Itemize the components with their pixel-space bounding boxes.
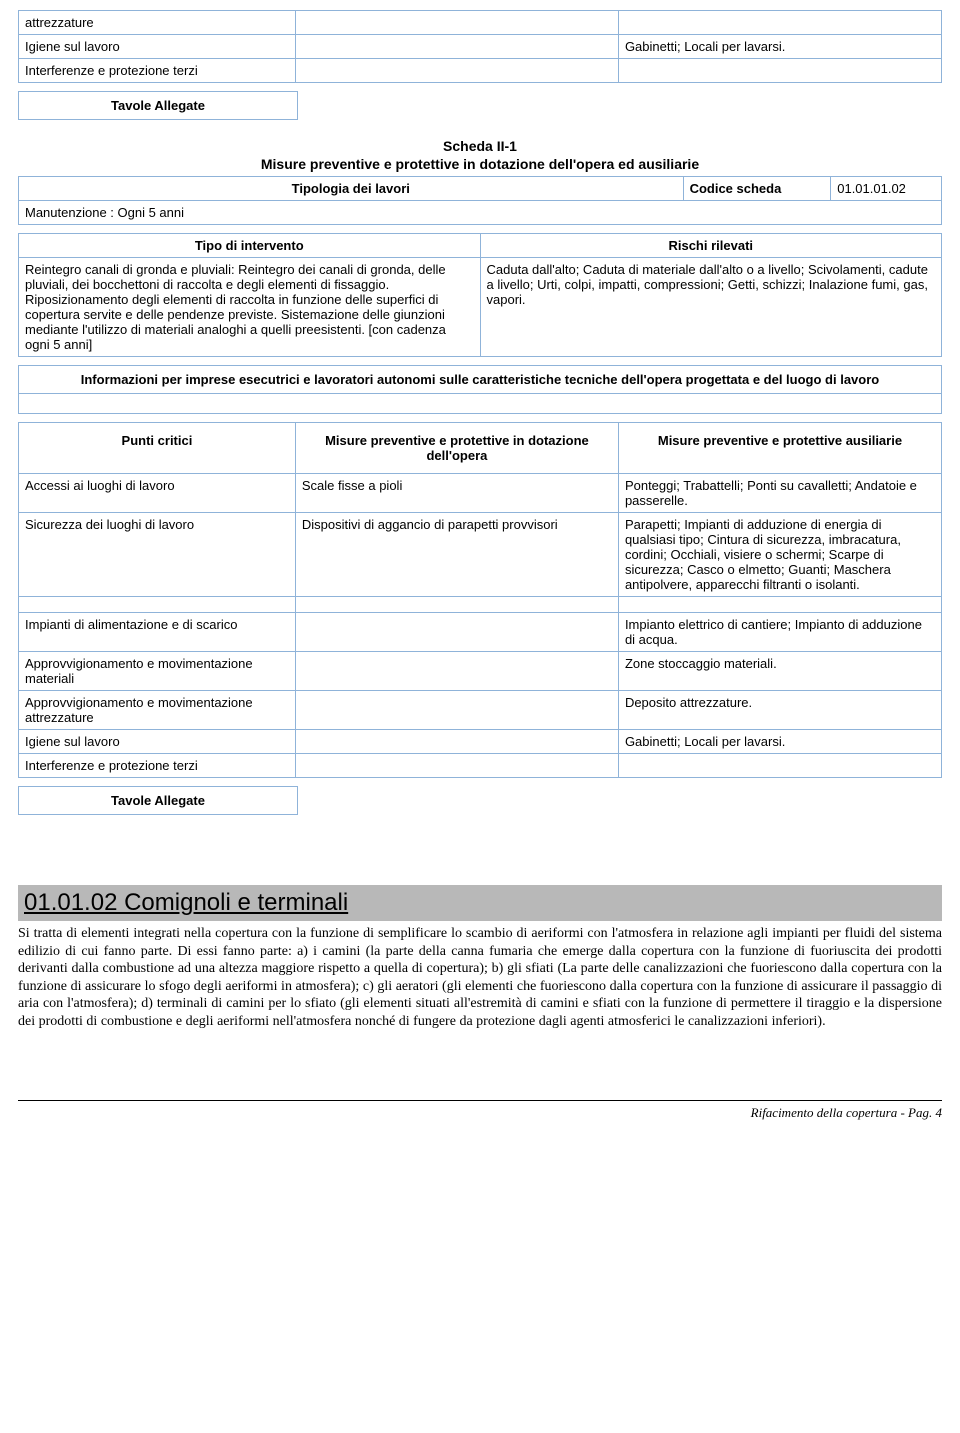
intervento-c1: Reintegro canali di gronda e pluviali: R…: [19, 258, 481, 357]
cell: Approvvigionamento e movimentazione mate…: [19, 652, 296, 691]
tavole-allegate-box-2: Tavole Allegate: [18, 786, 298, 815]
cell: [295, 652, 618, 691]
page-footer: Rifacimento della copertura - Pag. 4: [18, 1100, 942, 1121]
tipologia-header: Tipologia dei lavori: [19, 177, 684, 201]
cell: Dispositivi di aggancio di parapetti pro…: [295, 513, 618, 597]
cell: Impianti di alimentazione e di scarico: [19, 613, 296, 652]
spacer-row: [19, 597, 942, 613]
cell: Gabinetti; Locali per lavarsi.: [618, 35, 941, 59]
tavole-allegate-box: Tavole Allegate: [18, 91, 298, 120]
table-row: Interferenze e protezione terzi: [19, 754, 942, 778]
cell: Sicurezza dei luoghi di lavoro: [19, 513, 296, 597]
codice-value: 01.01.01.02: [831, 177, 942, 201]
tavole-label: Tavole Allegate: [19, 787, 298, 815]
table-row: Igiene sul lavoro Gabinetti; Locali per …: [19, 730, 942, 754]
info-text: Informazioni per imprese esecutrici e la…: [19, 366, 942, 394]
intervento-h2: Rischi rilevati: [480, 234, 942, 258]
tipologia-table: Tipologia dei lavori Codice scheda 01.01…: [18, 176, 942, 225]
intervento-table: Tipo di intervento Rischi rilevati Reint…: [18, 233, 942, 357]
empty-cell: [19, 394, 942, 414]
tavole-label: Tavole Allegate: [19, 92, 298, 120]
cell: Interferenze e protezione terzi: [19, 59, 296, 83]
cell: [295, 59, 618, 83]
table-row: attrezzature: [19, 11, 942, 35]
table-row: Sicurezza dei luoghi di lavoro Dispositi…: [19, 513, 942, 597]
cell: [618, 59, 941, 83]
cell: Scale fisse a pioli: [295, 474, 618, 513]
cell: [295, 35, 618, 59]
top-table: attrezzature Igiene sul lavoro Gabinetti…: [18, 10, 942, 83]
cell: Accessi ai luoghi di lavoro: [19, 474, 296, 513]
scheda-subtitle: Misure preventive e protettive in dotazi…: [18, 156, 942, 172]
cell: Interferenze e protezione terzi: [19, 754, 296, 778]
cell: Approvvigionamento e movimentazione attr…: [19, 691, 296, 730]
scheda-title: Scheda II-1: [18, 138, 942, 154]
cell: attrezzature: [19, 11, 296, 35]
intervento-c2: Caduta dall'alto; Caduta di materiale da…: [480, 258, 942, 357]
cell: Igiene sul lavoro: [19, 35, 296, 59]
intervento-h1: Tipo di intervento: [19, 234, 481, 258]
section-body: Si tratta di elementi integrati nella co…: [18, 925, 942, 1030]
table-row: Approvvigionamento e movimentazione mate…: [19, 652, 942, 691]
pc-h2: Misure preventive e protettive in dotazi…: [295, 423, 618, 474]
cell: [295, 11, 618, 35]
table-row: Impianti di alimentazione e di scarico I…: [19, 613, 942, 652]
cell: [295, 613, 618, 652]
cell: Gabinetti; Locali per lavarsi.: [618, 730, 941, 754]
cell: Zone stoccaggio materiali.: [618, 652, 941, 691]
table-row: Igiene sul lavoro Gabinetti; Locali per …: [19, 35, 942, 59]
info-box: Informazioni per imprese esecutrici e la…: [18, 365, 942, 414]
cell: [618, 11, 941, 35]
codice-header: Codice scheda: [683, 177, 831, 201]
cell: [618, 754, 941, 778]
punti-critici-table: Punti critici Misure preventive e protet…: [18, 422, 942, 778]
table-row: Interferenze e protezione terzi: [19, 59, 942, 83]
table-row: Accessi ai luoghi di lavoro Scale fisse …: [19, 474, 942, 513]
cell: [295, 691, 618, 730]
cell: Parapetti; Impianti di adduzione di ener…: [618, 513, 941, 597]
cell: [295, 754, 618, 778]
pc-h3: Misure preventive e protettive ausiliari…: [618, 423, 941, 474]
manutenzione-cell: Manutenzione : Ogni 5 anni: [19, 201, 942, 225]
cell: Impianto elettrico di cantiere; Impianto…: [618, 613, 941, 652]
cell: Igiene sul lavoro: [19, 730, 296, 754]
section-heading: 01.01.02 Comignoli e terminali: [18, 885, 942, 921]
cell: [295, 730, 618, 754]
cell: Deposito attrezzature.: [618, 691, 941, 730]
cell: Ponteggi; Trabattelli; Ponti su cavallet…: [618, 474, 941, 513]
table-row: Approvvigionamento e movimentazione attr…: [19, 691, 942, 730]
pc-h1: Punti critici: [19, 423, 296, 474]
